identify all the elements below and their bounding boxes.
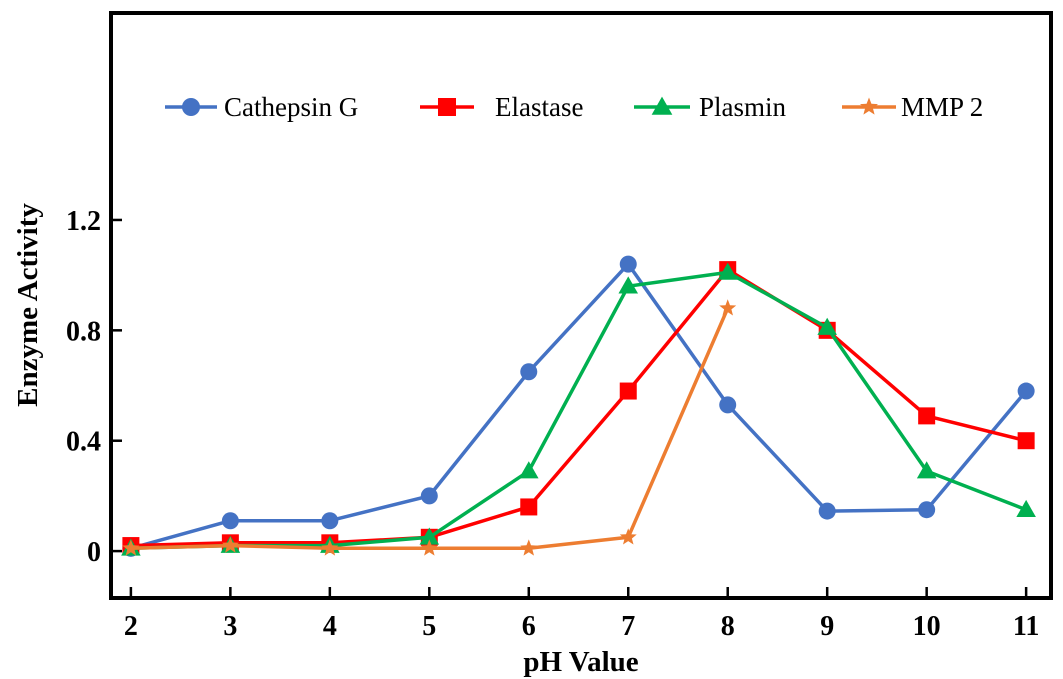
legend-marker (651, 96, 673, 115)
x-tick-label: 3 (223, 611, 237, 642)
data-point (918, 501, 936, 519)
legend-label: Plasmin (699, 92, 787, 122)
y-tick-label: 0.4 (66, 427, 101, 458)
data-point (619, 255, 637, 273)
x-tick-label: 7 (621, 611, 635, 642)
data-point (520, 363, 538, 381)
data-point (719, 299, 737, 316)
data-point (618, 276, 639, 294)
data-point (519, 461, 539, 479)
y-tick-label: 0.8 (66, 316, 101, 347)
series-layer (121, 255, 1036, 557)
legend-entry: Cathepsin G (165, 92, 358, 122)
data-point (321, 512, 339, 530)
plot-frame (109, 11, 1053, 600)
series-line (130, 307, 730, 551)
legend-label: Elastase (495, 92, 583, 122)
legend: Cathepsin G Elastase Plasmin MMP 2 (165, 92, 983, 122)
data-point (520, 498, 538, 516)
data-point (717, 262, 738, 280)
x-tick-label: 10 (913, 611, 941, 642)
x-tick-label: 9 (820, 611, 834, 642)
series-line (130, 270, 1027, 551)
x-tick-label: 6 (522, 611, 536, 642)
x-tick-label: 4 (323, 611, 337, 642)
axes: 2 3 4 5 6 7 8 9 10 11 0 0.4 0.8 1.2 (66, 206, 1039, 642)
legend-entry: Elastase (420, 92, 583, 122)
legend-label: Cathepsin G (224, 92, 358, 122)
x-tick-label: 2 (124, 611, 138, 642)
data-point (420, 487, 438, 505)
data-point (1017, 382, 1035, 400)
data-point (916, 461, 937, 479)
x-axis-title: pH Value (523, 646, 638, 678)
data-point (619, 382, 637, 400)
data-point (619, 528, 637, 545)
series-line (130, 267, 1027, 548)
data-point (221, 536, 239, 553)
data-point (419, 527, 440, 545)
legend-marker (182, 98, 200, 116)
data-point (221, 512, 239, 530)
data-point (817, 317, 837, 335)
series-line (130, 262, 1028, 550)
y-axis-title: Enzyme Activity (12, 203, 44, 407)
y-tick-label: 1.2 (66, 206, 101, 237)
data-point (1017, 432, 1035, 450)
series-cathepsin-g (122, 255, 1035, 557)
data-point (321, 539, 339, 556)
x-tick-label: 8 (721, 611, 735, 642)
legend-entry: Plasmin (634, 92, 787, 122)
y-tick-label: 0 (87, 537, 101, 568)
data-point (122, 539, 140, 556)
data-point (818, 502, 836, 520)
legend-marker (438, 98, 456, 116)
data-point (918, 407, 936, 425)
legend-entry: MMP 2 (842, 92, 983, 122)
data-point (520, 539, 538, 556)
data-point (420, 539, 438, 556)
x-tick-label: 5 (422, 611, 436, 642)
data-point (1016, 499, 1036, 518)
legend-marker (860, 97, 878, 115)
legend-label: MMP 2 (901, 92, 983, 122)
series-mmp-2 (122, 299, 737, 556)
data-point (719, 396, 737, 414)
x-tick-label: 11 (1013, 611, 1039, 642)
